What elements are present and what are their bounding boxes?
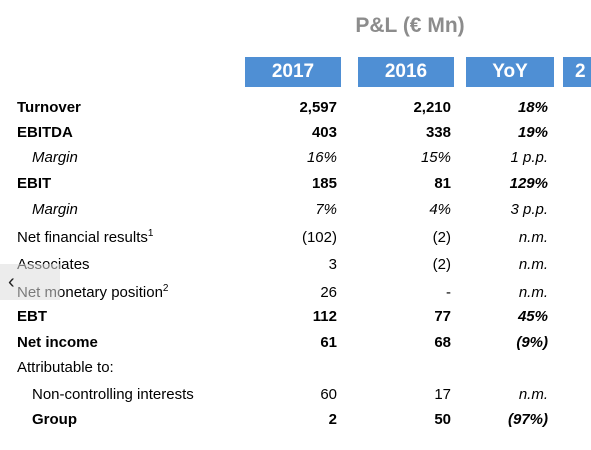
value-2017: 16% (306, 149, 337, 166)
table-row: Attributable to: (0, 356, 591, 380)
value-yoy: 129% (509, 175, 548, 192)
column-header-partial: 2 (563, 57, 591, 87)
row-label: Net income (17, 334, 98, 351)
value-2017: 61 (320, 334, 337, 351)
value-2017: 2,597 (299, 99, 337, 116)
value-2017: (102) (301, 229, 337, 246)
row-label: Margin (32, 201, 78, 218)
table-row: EBITDA 403 338 19% (0, 121, 591, 145)
value-2016: (2) (432, 229, 451, 246)
value-yoy: n.m. (518, 229, 548, 246)
value-2017: 7% (315, 201, 337, 218)
table-row: Net monetary position2 26 - n.m. (0, 281, 591, 305)
row-label-text: Net financial results (17, 229, 148, 246)
value-yoy: n.m. (518, 256, 548, 273)
table-row: EBT 112 77 45% (0, 305, 591, 329)
value-2016: 2,210 (413, 99, 451, 116)
row-label: Net financial results1 (17, 226, 153, 250)
table-row: Net income 61 68 (9%) (0, 331, 591, 355)
value-2017: 3 (328, 256, 337, 273)
table-row: Group 2 50 (97%) (0, 408, 591, 432)
footnote-marker: 1 (147, 228, 154, 239)
row-label: Turnover (17, 99, 81, 116)
row-label: EBT (17, 308, 47, 325)
value-yoy: (97%) (507, 411, 548, 428)
value-2016: 338 (425, 124, 451, 141)
column-header-2016: 2016 (358, 57, 454, 87)
row-label: EBITDA (17, 124, 73, 141)
row-label: EBIT (17, 175, 52, 192)
value-2016: (2) (432, 256, 451, 273)
value-yoy: 1 p.p. (510, 149, 548, 166)
table-row: Margin 7% 4% 3 p.p. (0, 198, 591, 222)
value-yoy: n.m. (518, 284, 548, 301)
value-2016: 15% (420, 149, 451, 166)
previous-slide-button[interactable]: ‹ (0, 264, 60, 300)
table-title: P&L (€ Mn) (355, 14, 465, 37)
row-label: Margin (32, 149, 78, 166)
value-2016: 81 (434, 175, 451, 192)
column-header-2017: 2017 (245, 57, 341, 87)
footnote-marker: 2 (162, 283, 169, 294)
value-yoy: 19% (517, 124, 548, 141)
value-yoy: 18% (517, 99, 548, 116)
column-header-yoy: YoY (466, 57, 554, 87)
value-2017: 26 (320, 284, 337, 301)
row-label: Group (32, 411, 77, 428)
table-row: EBIT 185 81 129% (0, 172, 591, 196)
row-label: Attributable to: (17, 359, 114, 376)
table-row: Turnover 2,597 2,210 18% (0, 96, 591, 120)
table-row: Associates 3 (2) n.m. (0, 253, 591, 277)
row-label: Non-controlling interests (32, 386, 194, 403)
value-yoy: 3 p.p. (510, 201, 548, 218)
value-2016: 77 (434, 308, 451, 325)
value-2016: 68 (434, 334, 451, 351)
value-yoy: (9%) (516, 334, 548, 351)
value-2017: 2 (328, 411, 337, 428)
value-2016: 4% (429, 201, 451, 218)
value-2016: - (446, 284, 451, 301)
value-2017: 403 (311, 124, 337, 141)
table-row: Non-controlling interests 60 17 n.m. (0, 383, 591, 407)
value-2016: 17 (434, 386, 451, 403)
value-yoy: 45% (517, 308, 548, 325)
value-2016: 50 (434, 411, 451, 428)
table-row: Margin 16% 15% 1 p.p. (0, 146, 591, 170)
value-2017: 60 (320, 386, 337, 403)
value-2017: 185 (311, 175, 337, 192)
value-2017: 112 (312, 308, 337, 325)
table-row: Net financial results1 (102) (2) n.m. (0, 226, 591, 250)
chevron-left-icon: ‹ (8, 270, 15, 293)
value-yoy: n.m. (518, 386, 548, 403)
